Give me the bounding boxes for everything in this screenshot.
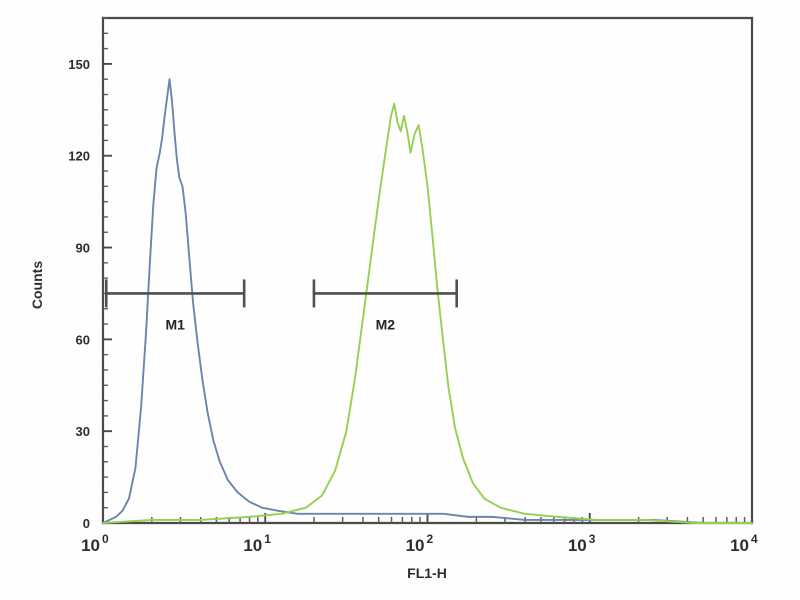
- x-tick-label-base: 10: [730, 536, 749, 555]
- gate-markers: M1 M2: [104, 279, 459, 332]
- y-axis-tick-labels: 0 30 60 90 120 150: [68, 57, 90, 531]
- gate-marker-label: M1: [165, 316, 185, 332]
- y-tick-label: 150: [68, 57, 90, 72]
- x-tick-label-exponent: 3: [589, 532, 596, 546]
- y-tick-label: 60: [76, 332, 90, 347]
- y-tick-label: 30: [76, 424, 90, 439]
- histogram-trace: [102, 102, 753, 524]
- histogram-trace: [102, 78, 753, 524]
- x-tick-label-base: 10: [81, 536, 100, 555]
- plot-frame: [101, 16, 754, 525]
- x-tick-label-exponent: 2: [427, 532, 434, 546]
- gate-marker-label: M2: [376, 316, 396, 332]
- x-tick-label-base: 10: [243, 536, 262, 555]
- y-tick-label: 0: [83, 516, 90, 531]
- x-tick-label-exponent: 0: [102, 532, 109, 546]
- x-tick-label-exponent: 4: [751, 532, 758, 546]
- histogram-traces: [102, 78, 753, 524]
- y-axis-ticks: [103, 17, 112, 524]
- x-tick-label-base: 10: [406, 536, 425, 555]
- x-tick-label-base: 10: [568, 536, 587, 555]
- x-axis-title: FL1-H: [407, 565, 447, 581]
- y-axis-title: Counts: [29, 261, 45, 309]
- y-tick-label: 120: [68, 149, 90, 164]
- y-tick-label: 90: [76, 241, 90, 256]
- x-axis-tick-labels: 10 0 10 1 10 2 10 3 10 4: [81, 532, 758, 555]
- x-tick-label-exponent: 1: [264, 532, 271, 546]
